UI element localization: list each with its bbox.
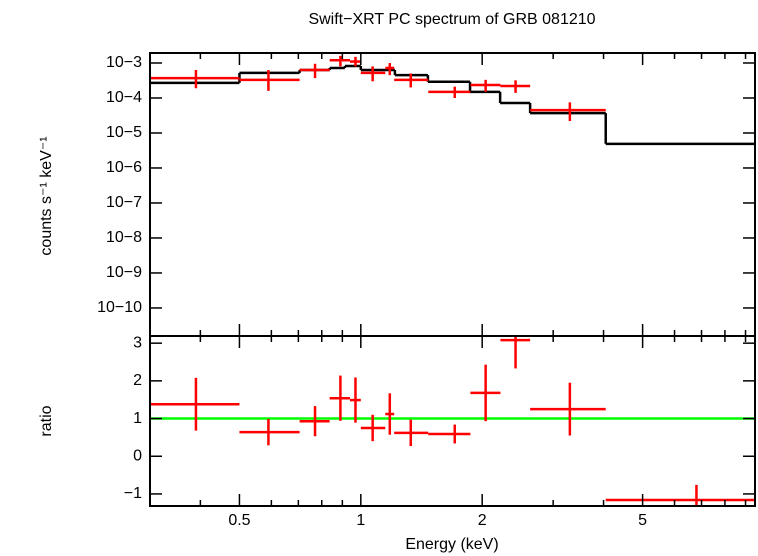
y-axis-label: ratio bbox=[38, 405, 55, 436]
plot-area bbox=[150, 55, 755, 146]
x-axis-label: Energy (keV) bbox=[405, 536, 498, 553]
x-tick-label: 1 bbox=[356, 512, 365, 529]
x-tick-label: 0.5 bbox=[228, 512, 250, 529]
y-tick-label: 3 bbox=[133, 334, 142, 351]
y-tick-label: 10−8 bbox=[106, 229, 142, 246]
y-tick-label: 10−6 bbox=[106, 159, 142, 176]
chart-title: Swift−XRT PC spectrum of GRB 081210 bbox=[308, 11, 595, 28]
plot-area bbox=[150, 336, 755, 506]
y-tick-label: 1 bbox=[133, 410, 142, 427]
y-axis-label: counts s⁻¹ keV⁻¹ bbox=[38, 136, 55, 255]
y-tick-label: 10−10 bbox=[97, 299, 142, 316]
y-tick-label: 10−3 bbox=[106, 54, 142, 71]
y-tick-label: 10−5 bbox=[106, 124, 142, 141]
y-tick-label: 10−9 bbox=[106, 264, 142, 281]
y-tick-label: 0 bbox=[133, 447, 142, 464]
plot-frame bbox=[149, 52, 756, 337]
y-tick-label: 2 bbox=[133, 372, 142, 389]
x-tick-label: 2 bbox=[478, 512, 487, 529]
plot-frame bbox=[149, 335, 756, 507]
x-tick-label: 5 bbox=[638, 512, 647, 529]
y-tick-label: 10−4 bbox=[106, 89, 142, 106]
y-tick-label: −1 bbox=[124, 485, 142, 502]
y-tick-label: 10−7 bbox=[106, 194, 142, 211]
